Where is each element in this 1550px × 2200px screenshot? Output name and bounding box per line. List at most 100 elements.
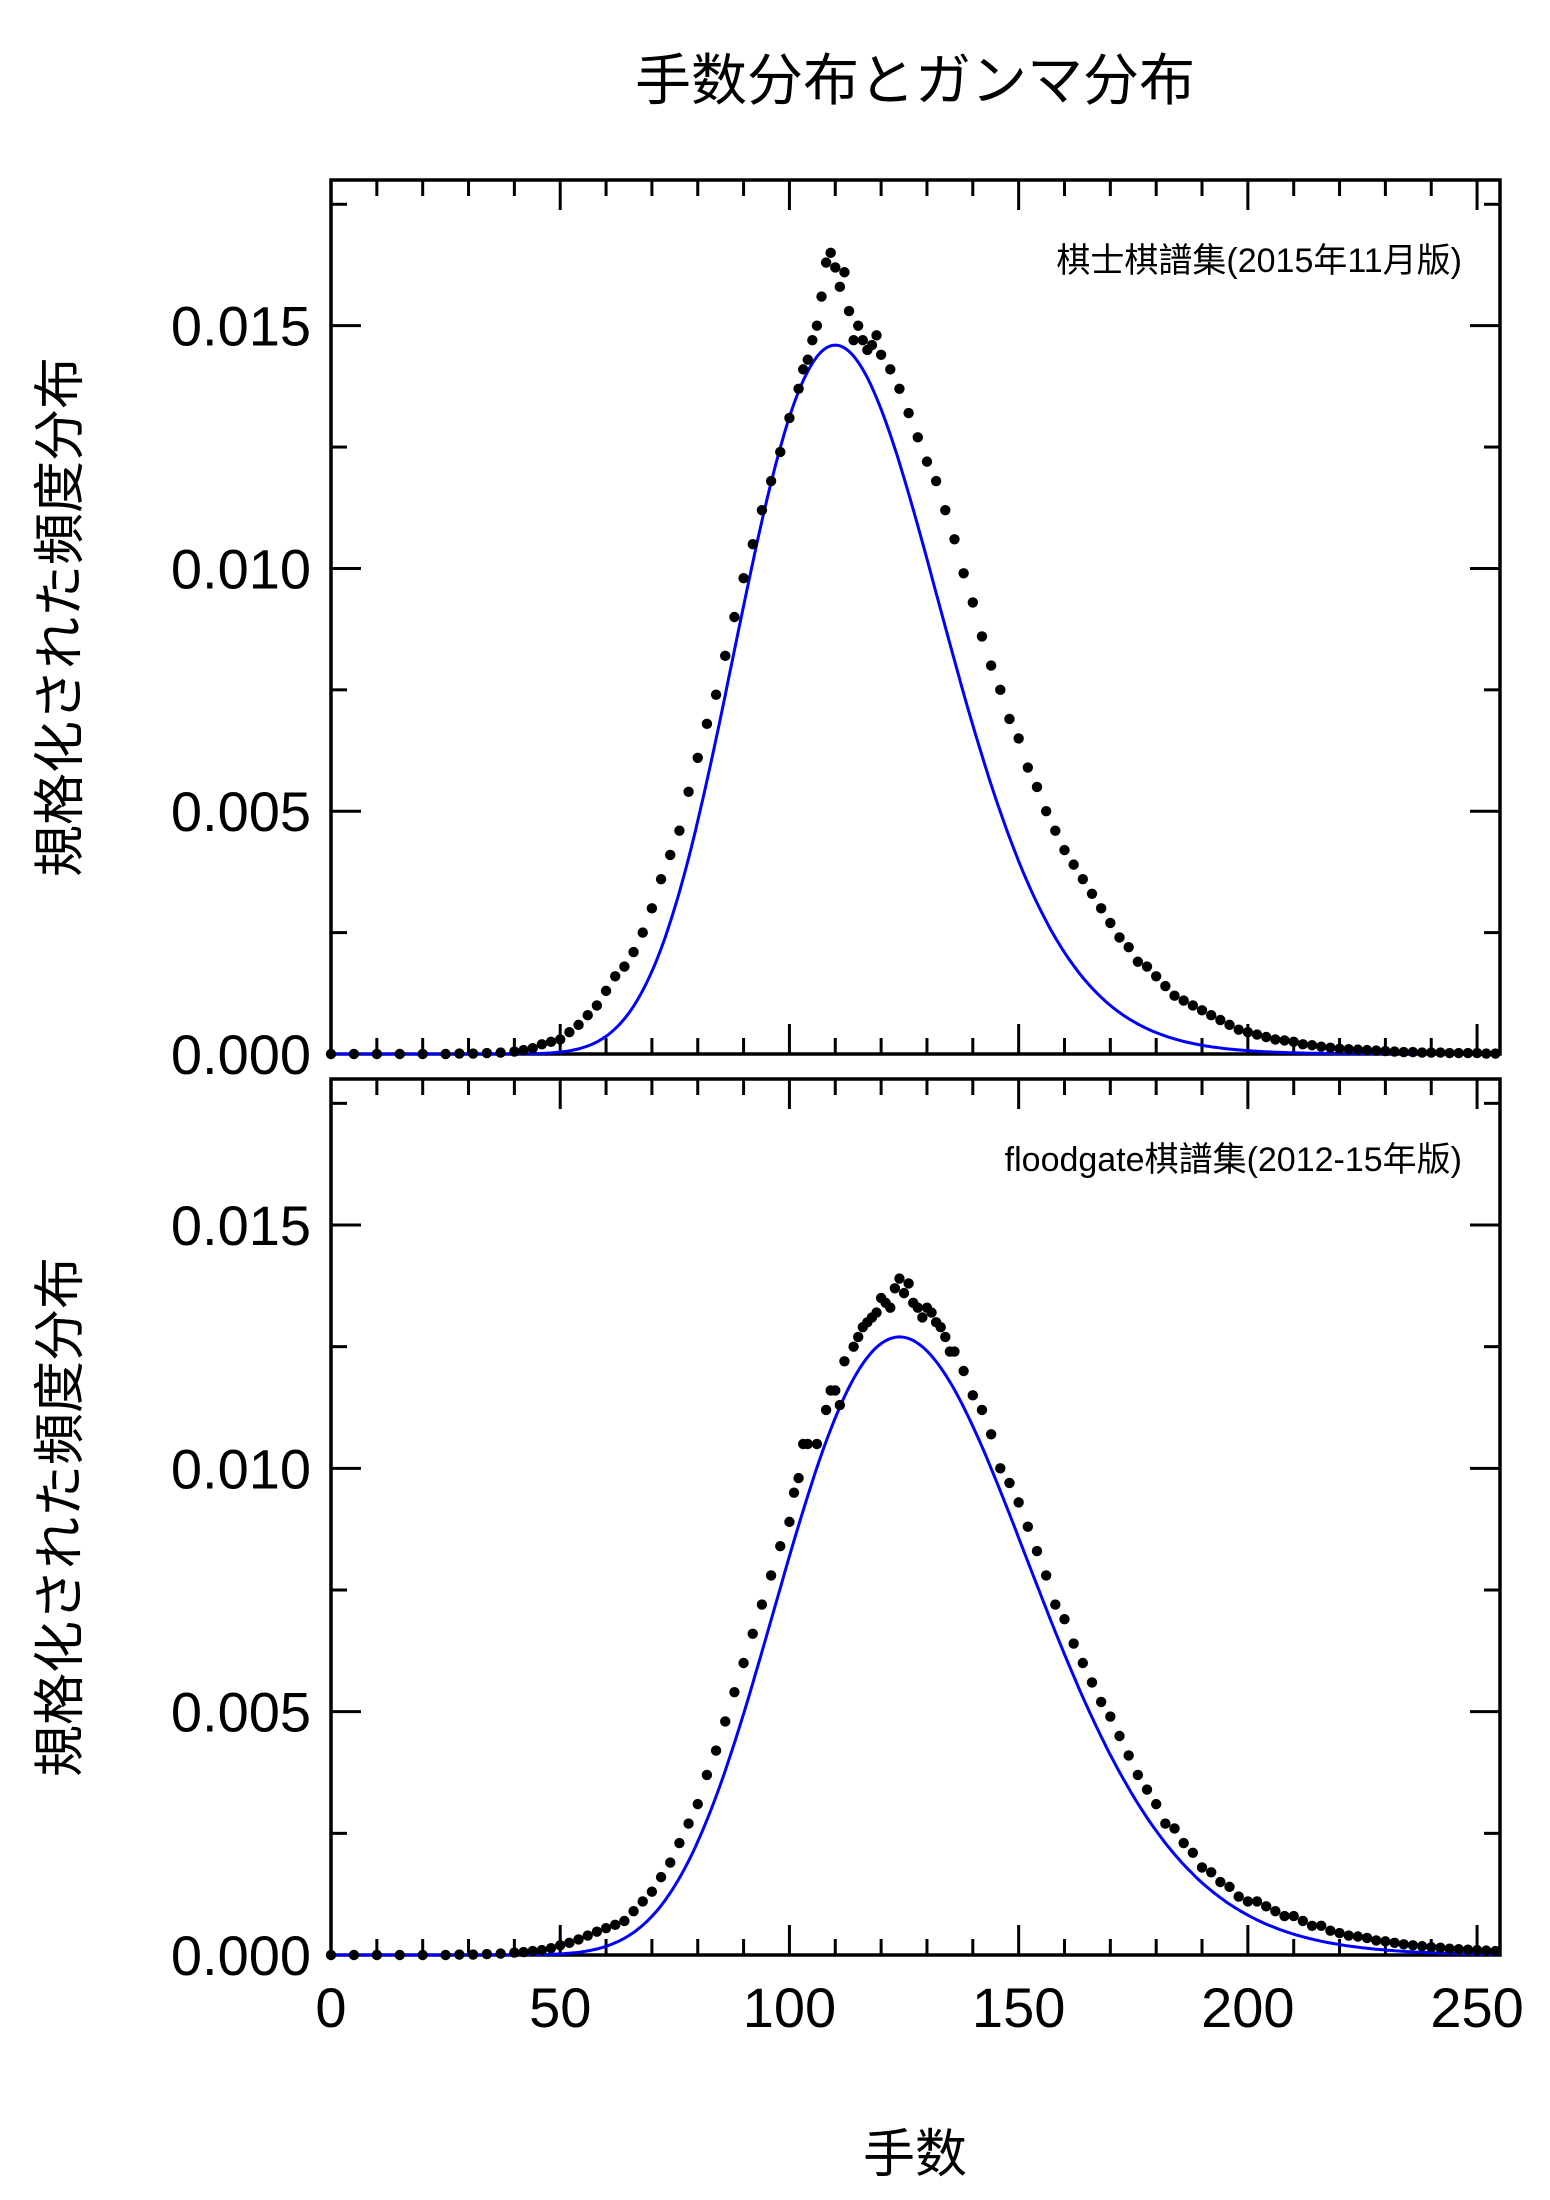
y-tick-label: 0.000 [171,1023,311,1086]
data-point [1205,1867,1217,1878]
data-point [1481,1048,1492,1059]
data-point [1050,825,1061,836]
data-point [710,1745,722,1756]
data-point [527,1042,538,1054]
data-point [765,1570,777,1581]
data-point [325,1949,337,1961]
data-point [1233,1024,1244,1035]
panel-label: floodgate棋譜集(2012-15年版) [1005,1141,1462,1179]
data-point [467,1048,479,1059]
data-point [1416,1047,1428,1058]
data-point [834,1399,846,1411]
data-point [1416,1941,1428,1952]
data-point [1169,1823,1180,1834]
data-point [912,1302,923,1313]
data-point [628,1906,639,1917]
data-point [1059,844,1070,856]
data-point [802,354,813,365]
data-point [1150,971,1162,982]
data-point [1444,1943,1455,1954]
data-point [1371,1935,1382,1946]
data-point [692,1798,703,1810]
data-point [985,660,997,671]
data-point [958,1365,969,1377]
data-point [610,971,621,982]
data-point [949,534,960,545]
data-point [1123,1750,1134,1761]
data-point [1343,1043,1354,1055]
data-point [394,1949,405,1961]
data-point [619,961,630,972]
data-point [1031,781,1043,793]
data-point [440,1048,451,1060]
data-point [985,1429,997,1440]
data-point [1352,1931,1364,1942]
data-point [802,1438,813,1450]
data-point [1288,1036,1299,1048]
data-point [1306,1920,1318,1932]
data-point [1288,1910,1299,1922]
data-point [729,1687,740,1698]
plot-frame [329,1077,1502,1957]
data-point [467,1949,479,1960]
data-point [1178,995,1189,1006]
data-point [1086,888,1098,899]
data-point [573,1934,584,1945]
data-point [536,1944,548,1956]
data-point [1169,990,1180,1001]
data-point [1224,1881,1235,1893]
data-point [921,456,933,467]
data-point [816,291,827,302]
data-point [912,432,923,443]
data-point [628,946,639,958]
data-point [926,1307,937,1318]
panels: 0.000 0.005 0.010 0.015 規格化された頻度分布 棋士棋譜集(2015… [32,178,1524,2039]
panel-label: 棋士棋譜集(2015年11月版) [1056,242,1462,280]
data-point [600,1923,612,1934]
fit-curve [331,1335,1500,1957]
data-point [1077,874,1089,885]
y-tick-label: 0.010 [171,537,311,600]
data-point [1022,1521,1034,1532]
data-point [637,1896,648,1907]
data-point [348,1949,360,1961]
data-point [1187,1000,1199,1011]
data-point [1316,1041,1327,1052]
data-point [894,1273,905,1284]
data-point [1316,1920,1327,1932]
data-point [1435,1047,1446,1058]
data-point [1141,961,1153,972]
data-point [1261,1031,1272,1043]
data-point [454,1048,465,1059]
data-point [839,1356,850,1367]
data-point [775,1541,786,1552]
data-point [1490,1048,1501,1059]
data-point [710,689,722,700]
data-point [930,475,942,487]
data-point [1114,1730,1125,1742]
fit-curve [331,343,1500,1056]
data-point [527,1945,538,1957]
data-point [481,1948,493,1960]
data-point [1325,1042,1336,1053]
data-point [674,1837,685,1849]
data-point [784,412,795,424]
data-point [564,1937,575,1949]
data-point [1471,1944,1483,1956]
data-point [843,305,855,317]
data-point [1040,806,1052,817]
data-point [1105,1711,1116,1722]
data-point [665,1857,676,1868]
data-point [775,446,786,458]
data-point [1462,1944,1474,1955]
data-point [793,383,804,394]
data-point [967,1390,979,1401]
data-point [683,786,694,797]
data-point [1389,1937,1400,1949]
data-point [1352,1044,1364,1055]
data-point [830,262,841,273]
data-point [747,1628,758,1640]
data-point [976,1404,988,1416]
data-point [1380,1936,1391,1947]
data-point [1141,1784,1153,1795]
